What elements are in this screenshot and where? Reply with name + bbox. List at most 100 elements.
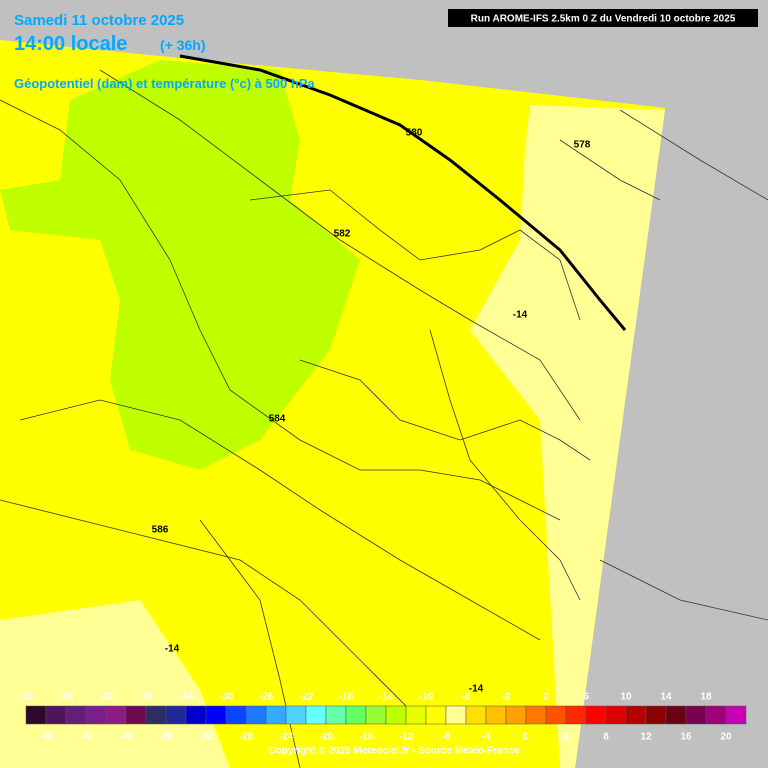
legend-swatch bbox=[125, 705, 147, 725]
legend-label: 10 bbox=[620, 692, 632, 703]
legend-swatch bbox=[665, 705, 687, 725]
legend-swatch bbox=[65, 705, 87, 725]
legend-swatch bbox=[585, 705, 607, 725]
border bbox=[0, 99, 561, 521]
legend-swatch bbox=[245, 705, 267, 725]
contour-label: 586 bbox=[152, 525, 169, 536]
legend-label: -44 bbox=[79, 732, 94, 743]
legend-swatch bbox=[405, 705, 427, 725]
legend-label: -10 bbox=[419, 692, 434, 703]
legend-swatch bbox=[105, 705, 127, 725]
legend-label: -22 bbox=[299, 692, 314, 703]
run: Run AROME-IFS 2.5km 0 Z du Vendredi 10 o… bbox=[471, 14, 736, 25]
legend-label: -4 bbox=[482, 732, 491, 743]
legend-label: -24 bbox=[279, 732, 294, 743]
legend-label: -48 bbox=[39, 732, 54, 743]
legend-label: 20 bbox=[720, 732, 732, 743]
legend-label: 2 bbox=[543, 692, 549, 703]
contour-label: 578 bbox=[574, 140, 591, 151]
contour-580 bbox=[179, 54, 627, 331]
legend-label: 0 bbox=[523, 732, 529, 743]
legend-swatch bbox=[525, 705, 547, 725]
legend-swatch bbox=[165, 705, 187, 725]
border bbox=[249, 189, 581, 321]
border bbox=[559, 109, 768, 621]
legend-swatch bbox=[545, 705, 567, 725]
contour-label: -14 bbox=[469, 684, 484, 695]
border bbox=[99, 69, 581, 421]
legend-swatch bbox=[225, 705, 247, 725]
contour-label: 582 bbox=[334, 229, 351, 240]
legend-label: 8 bbox=[603, 732, 609, 743]
legend-swatch bbox=[145, 705, 167, 725]
legend-swatch bbox=[685, 705, 707, 725]
legend-label: -50 bbox=[19, 692, 34, 703]
legend-label: -32 bbox=[199, 732, 214, 743]
contour-label: 580 bbox=[406, 128, 423, 139]
parameter: Géopotentiel (dam) et température (°c) à… bbox=[14, 76, 315, 91]
legend-swatch bbox=[605, 705, 627, 725]
legend-label: -40 bbox=[119, 732, 134, 743]
legend-label: -8 bbox=[442, 732, 451, 743]
contour-label: -14 bbox=[513, 310, 528, 321]
legend-swatch bbox=[645, 705, 667, 725]
legend-swatch bbox=[505, 705, 527, 725]
legend-label: -12 bbox=[399, 732, 414, 743]
legend-swatch bbox=[625, 705, 647, 725]
light-yellow-field bbox=[470, 105, 665, 768]
contour-label: -14 bbox=[165, 644, 180, 655]
legend-label: -30 bbox=[219, 692, 234, 703]
legend-label: -16 bbox=[359, 732, 374, 743]
legend-swatch bbox=[385, 705, 407, 725]
legend-label: -28 bbox=[239, 732, 254, 743]
lead: (+ 36h) bbox=[160, 37, 206, 53]
border bbox=[0, 499, 421, 721]
legend-swatch bbox=[325, 705, 347, 725]
time: 14:00 locale bbox=[14, 33, 127, 55]
legend-label: 4 bbox=[563, 732, 569, 743]
legend-swatch bbox=[345, 705, 367, 725]
border bbox=[299, 359, 591, 461]
legend-swatch bbox=[445, 705, 467, 725]
date: Samedi 11 octobre 2025 bbox=[14, 12, 184, 29]
legend-swatch bbox=[285, 705, 307, 725]
legend-label: -18 bbox=[339, 692, 354, 703]
legend-label: -34 bbox=[179, 692, 194, 703]
legend-label: 18 bbox=[700, 692, 712, 703]
legend-swatch bbox=[725, 705, 747, 725]
legend-label: -42 bbox=[99, 692, 114, 703]
legend-swatch bbox=[25, 705, 47, 725]
legend-label: -36 bbox=[159, 732, 174, 743]
legend-label: -26 bbox=[259, 692, 274, 703]
legend-label: 12 bbox=[640, 732, 652, 743]
legend-swatch bbox=[185, 705, 207, 725]
border bbox=[19, 399, 541, 641]
legend-label: -6 bbox=[462, 692, 471, 703]
legend-swatch bbox=[205, 705, 227, 725]
legend-swatch bbox=[705, 705, 727, 725]
legend-label: 6 bbox=[583, 692, 589, 703]
legend-swatch bbox=[265, 705, 287, 725]
border bbox=[429, 329, 581, 601]
legend-swatch bbox=[45, 705, 67, 725]
legend-label: -14 bbox=[379, 692, 394, 703]
light-yellow-sw bbox=[0, 600, 230, 768]
legend-swatch bbox=[425, 705, 447, 725]
legend-label: 16 bbox=[680, 732, 692, 743]
green-field bbox=[0, 60, 360, 470]
legend-swatch bbox=[485, 705, 507, 725]
legend-label: -20 bbox=[319, 732, 334, 743]
legend-swatch bbox=[465, 705, 487, 725]
legend-swatch bbox=[365, 705, 387, 725]
legend: -50-48-46-44-42-40-38-36-34-32-30-28-26-… bbox=[19, 692, 747, 743]
legend-label: -46 bbox=[59, 692, 74, 703]
legend-label: -2 bbox=[502, 692, 511, 703]
contour-label: 584 bbox=[269, 414, 286, 425]
legend-swatch bbox=[305, 705, 327, 725]
run-box bbox=[448, 9, 758, 27]
legend-swatch bbox=[565, 705, 587, 725]
copyright: Copyright © 2025 Meteociel.fr - Source M… bbox=[268, 746, 520, 757]
legend-swatch bbox=[85, 705, 107, 725]
legend-label: 14 bbox=[660, 692, 672, 703]
